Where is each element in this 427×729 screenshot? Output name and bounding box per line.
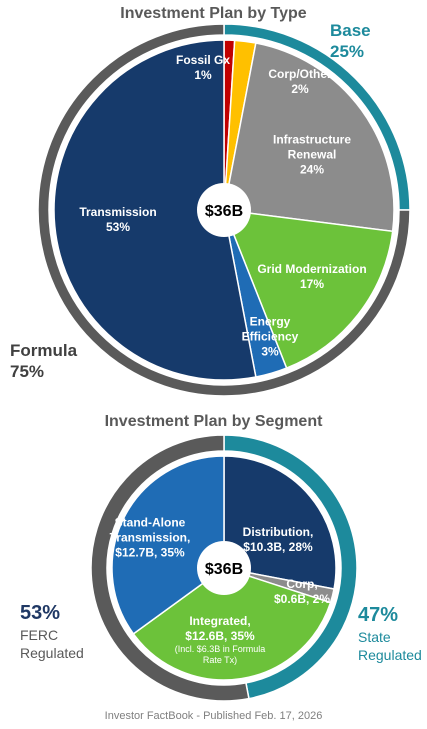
- chart-title: Investment Plan by Type: [120, 5, 307, 22]
- pie-slice: [223, 455, 337, 590]
- slice-value: $10.3B, 28%: [243, 540, 313, 554]
- slice-category: Stand-Alone Transmission,: [109, 515, 191, 545]
- slice-label: Corp, $0.6B, 2%: [262, 577, 342, 607]
- ring-name: State Regulated: [358, 629, 422, 663]
- slice-category: Grid Modernization: [257, 262, 367, 276]
- slice-value: 53%: [105, 220, 131, 234]
- slice-category: Energy Efficiency: [241, 314, 299, 344]
- ring-label: 47% State Regulated: [358, 602, 427, 664]
- slice-value: 1%: [194, 68, 212, 82]
- slice-category: Corp/Other: [268, 67, 332, 81]
- ring-value: 25%: [330, 42, 365, 61]
- slice-category: Fossil Gx: [175, 53, 231, 67]
- ring-value: 47%: [358, 604, 399, 626]
- center-label: $36B: [205, 203, 243, 220]
- ring-name: FERC Regulated: [20, 627, 84, 661]
- ring-label: 53% FERC Regulated: [20, 600, 90, 662]
- slice-category: Distribution,: [242, 525, 314, 539]
- slice-label: Fossil Gx 1%: [168, 53, 238, 83]
- slice-label: Integrated, $12.6B, 35% (Incl. $6.3B in Fo…: [165, 614, 275, 666]
- slice-label: Corp/Other 2%: [260, 67, 340, 97]
- slice-value: $0.6B, 2%: [273, 592, 331, 606]
- ring-label: Formula 75%: [10, 340, 80, 382]
- slice-label: Distribution, $10.3B, 28%: [228, 525, 328, 555]
- slice-label: Energy Efficiency 3%: [235, 315, 305, 360]
- slice-category: Transmission: [79, 205, 157, 219]
- ring-label: Base 25%: [330, 20, 400, 62]
- pie-slice: [223, 42, 395, 233]
- slice-label: Stand-Alone Transmission, $12.7B, 35%: [100, 516, 200, 561]
- pie-slice: [111, 455, 225, 635]
- chart-title: Investment Plan by Segment: [104, 413, 323, 430]
- center-hole: [197, 541, 251, 595]
- slice-value: 3%: [261, 344, 279, 359]
- pie-slice: [222, 209, 394, 370]
- ring-segment: [90, 434, 250, 702]
- slice-label: Infrastructure Renewal 24%: [257, 133, 367, 178]
- slice-value: 17%: [299, 277, 325, 291]
- slice-value: 24%: [299, 162, 325, 177]
- slice-value: $12.7B, 35%: [115, 545, 185, 560]
- pie-slice: [132, 567, 332, 681]
- slice-value: 2%: [291, 82, 309, 96]
- ring-value: 53%: [20, 602, 61, 624]
- ring-name: Formula: [10, 341, 78, 360]
- center-label: $36B: [205, 561, 243, 578]
- ring-name: Base: [330, 21, 371, 40]
- slice-category: Integrated,: [189, 614, 251, 628]
- slice-category: Infrastructure Renewal: [272, 132, 352, 162]
- ring-segment: [37, 23, 411, 397]
- ring-value: 75%: [10, 362, 45, 381]
- center-hole: [197, 183, 251, 237]
- annotation: (Incl. $6.3B in Formula Rate Tx): [174, 644, 266, 665]
- slice-category: Corp,: [286, 577, 318, 591]
- footer: Investor FactBook - Published Feb. 17, 2…: [104, 710, 323, 722]
- slice-label: Transmission 53%: [63, 205, 173, 235]
- slice-value: $12.6B, 35%: [185, 629, 255, 643]
- slice-label: Grid Modernization 17%: [257, 262, 367, 292]
- pie-slice: [53, 39, 257, 381]
